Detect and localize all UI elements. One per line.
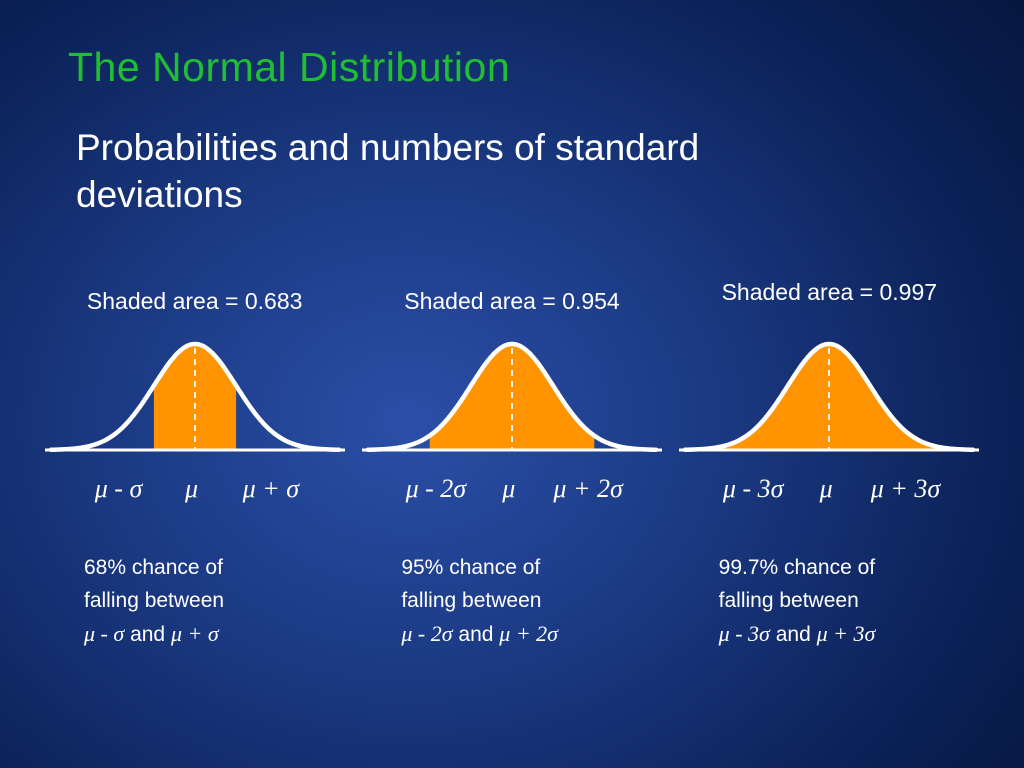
caption-symbol-right: μ + σ xyxy=(170,621,219,647)
caption-line1: 95% chance of xyxy=(401,556,541,579)
caption-3sigma: 99.7% chance of falling between μ - 3σ a… xyxy=(719,552,988,652)
shaded-area-label-2sigma: Shaded area = 0.954 xyxy=(404,288,620,314)
caption-line2: falling between xyxy=(401,588,542,612)
caption-conjunction: and xyxy=(130,623,166,647)
panel-3sigma: Shaded area = 0.997 μ - 3σ μ μ + 3σ 99.7… xyxy=(671,276,988,652)
panels-row: Shaded area = 0.683 μ - σ μ μ + σ 68% ch… xyxy=(36,276,988,652)
panel-2sigma: Shaded area = 0.954 μ - 2σ μ μ + 2σ 95% … xyxy=(353,276,670,652)
axis-tick-labels-2sigma: μ - 2σ μ μ + 2σ xyxy=(353,470,670,512)
tick-label-mu-minus-3sigma: μ - 3σ xyxy=(722,474,784,503)
caption-symbol-left: μ - 3σ xyxy=(718,621,770,647)
caption-symbol-left: μ - 2σ xyxy=(401,621,453,647)
panel-1sigma: Shaded area = 0.683 μ - σ μ μ + σ 68% ch… xyxy=(36,276,353,652)
axis-tick-labels-3sigma: μ - 3σ μ μ + 3σ xyxy=(671,470,988,512)
caption-line1: 99.7% chance of xyxy=(718,556,876,579)
normal-curve-outline xyxy=(48,341,341,453)
normal-curve-chart-3sigma xyxy=(679,341,980,453)
axis-tick-labels-1sigma: μ - σ μ μ + σ xyxy=(36,470,353,512)
tick-label-mu-plus-3sigma: μ + 3σ xyxy=(870,474,941,503)
caption-line1: 68% chance of xyxy=(84,556,223,579)
normal-curve-outline xyxy=(683,341,976,453)
normal-curve-chart-1sigma xyxy=(44,341,345,453)
caption-2sigma: 95% chance of falling between μ - 2σ and… xyxy=(401,552,670,652)
caption-1sigma: 68% chance of falling between μ - σ and … xyxy=(84,552,353,652)
shaded-area-label-1sigma: Shaded area = 0.683 xyxy=(86,288,303,314)
tick-label-mu: μ xyxy=(502,474,516,503)
caption-conjunction: and xyxy=(458,623,494,647)
caption-symbol-left: μ - σ xyxy=(84,621,125,647)
caption-symbol-right: μ + 3σ xyxy=(816,621,876,647)
tick-label-mu: μ xyxy=(819,474,833,503)
caption-symbol-right: μ + 2σ xyxy=(499,621,559,647)
normal-curve-chart-2sigma xyxy=(361,341,662,453)
caption-conjunction: and xyxy=(775,623,811,647)
caption-line2: falling between xyxy=(84,588,225,612)
tick-label-mu-plus-2sigma: μ + 2σ xyxy=(553,474,623,503)
tick-label-mu-plus-sigma: μ + σ xyxy=(242,474,300,503)
caption-line2: falling between xyxy=(718,588,859,612)
slide-subtitle: Probabilities and numbers of standard de… xyxy=(76,127,700,216)
tick-label-mu-minus-2sigma: μ - 2σ xyxy=(405,474,467,503)
tick-label-mu-minus-sigma: μ - σ xyxy=(94,474,143,503)
shaded-area-label-3sigma: Shaded area = 0.997 xyxy=(721,279,938,305)
tick-label-mu: μ xyxy=(184,474,199,503)
slide-title: The Normal Distribution xyxy=(68,44,511,90)
normal-curve-outline xyxy=(365,341,659,453)
